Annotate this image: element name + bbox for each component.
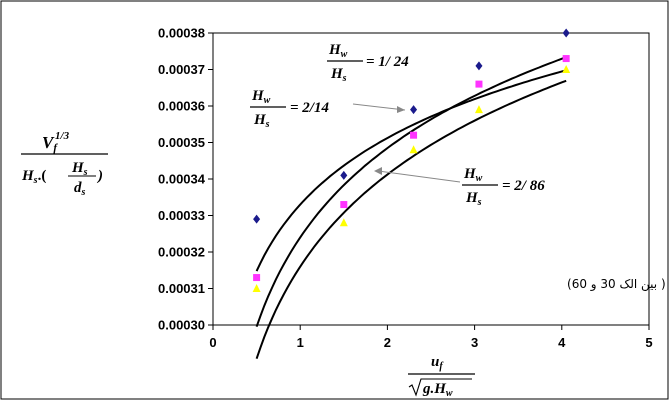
data-point-square — [475, 80, 483, 88]
svg-text:Hw: Hw — [251, 88, 271, 106]
x-tick-label: 3 — [471, 335, 478, 350]
data-point-diamond — [562, 28, 570, 38]
y-tick-label: 0.00033 — [158, 208, 205, 223]
annotation-leaders — [352, 103, 461, 183]
data-point-square — [253, 274, 261, 282]
svg-text:Hw: Hw — [328, 42, 348, 60]
data-point-triangle — [409, 145, 418, 154]
y-tick-label: 0.00038 — [158, 26, 205, 41]
svg-text:Hs: Hs — [465, 190, 482, 208]
svg-text:Hs: Hs — [71, 160, 88, 178]
svg-text:Hs: Hs — [253, 112, 270, 130]
y-tick-label: 0.00037 — [158, 62, 205, 77]
fit-curve-1 — [255, 69, 567, 272]
y-tick-label: 0.00032 — [158, 245, 205, 260]
svg-text:g.Hw: g.Hw — [422, 381, 453, 399]
svg-text:Hw: Hw — [463, 166, 483, 184]
y-tick-label: 0.00035 — [158, 135, 205, 150]
svg-text:): ) — [96, 168, 103, 184]
leader-line-2 — [352, 103, 406, 111]
data-point-triangle — [474, 105, 483, 114]
x-tick-label: 5 — [645, 335, 652, 350]
data-point-triangle — [339, 218, 348, 227]
y-tick-label: 0.00030 — [158, 318, 205, 333]
x-tick-label: 2 — [384, 335, 391, 350]
svg-text:ds: ds — [74, 180, 86, 198]
ratio-value-1: = 1/ 24 — [366, 54, 409, 70]
x-tick-label: 0 — [209, 335, 216, 350]
y-tick-label: 0.00036 — [158, 99, 205, 114]
data-point-diamond — [410, 105, 418, 115]
data-point-square — [340, 201, 348, 209]
fit-curve-3 — [255, 79, 567, 360]
data-point-square — [410, 131, 418, 139]
y-tick-label: 0.00031 — [158, 281, 205, 296]
data-point-diamond — [475, 61, 483, 71]
leader-arrow-3 — [374, 167, 382, 175]
x-tick-label: 4 — [558, 335, 566, 350]
ratio-label-3: Hw Hs = 2/ 86 — [462, 166, 545, 208]
fit-curves — [255, 56, 567, 360]
sand-note: ماسه متوسط ( بین الک 30 و 60) — [567, 277, 669, 292]
leader-line-3 — [377, 170, 461, 183]
ratio-value-2: = 2/14 — [290, 100, 329, 116]
y-tick-label: 0.00034 — [158, 172, 206, 187]
data-point-diamond — [253, 214, 261, 224]
data-points — [252, 28, 571, 292]
plot-area — [212, 32, 650, 326]
svg-text:Hs: Hs — [330, 66, 347, 84]
data-point-triangle — [562, 65, 571, 73]
x-axis: 0 1 2 3 4 5 — [209, 325, 653, 350]
data-point-square — [562, 55, 570, 63]
data-point-diamond — [340, 170, 348, 180]
leader-arrow-2 — [397, 106, 405, 113]
ratio-value-3: = 2/ 86 — [502, 178, 545, 194]
ratio-label-2: Hw Hs = 2/14 — [250, 88, 329, 130]
svg-text:Hs.(: Hs.( — [21, 168, 46, 186]
y-axis-label: Vf1/3 Hs.( Hs ds ) — [21, 130, 108, 198]
ratio-label-1: Hw Hs = 1/ 24 — [327, 42, 409, 84]
x-axis-label: uf g.Hw — [408, 354, 475, 399]
y-axis: 0.00030 0.00031 0.00032 0.00033 0.00034 0.000… — [158, 26, 213, 333]
svg-text:uf: uf — [431, 354, 444, 372]
svg-text:Vf1/3: Vf1/3 — [42, 130, 70, 154]
data-point-triangle — [252, 284, 261, 292]
fit-curve-2 — [255, 56, 567, 328]
x-tick-label: 1 — [297, 335, 304, 350]
